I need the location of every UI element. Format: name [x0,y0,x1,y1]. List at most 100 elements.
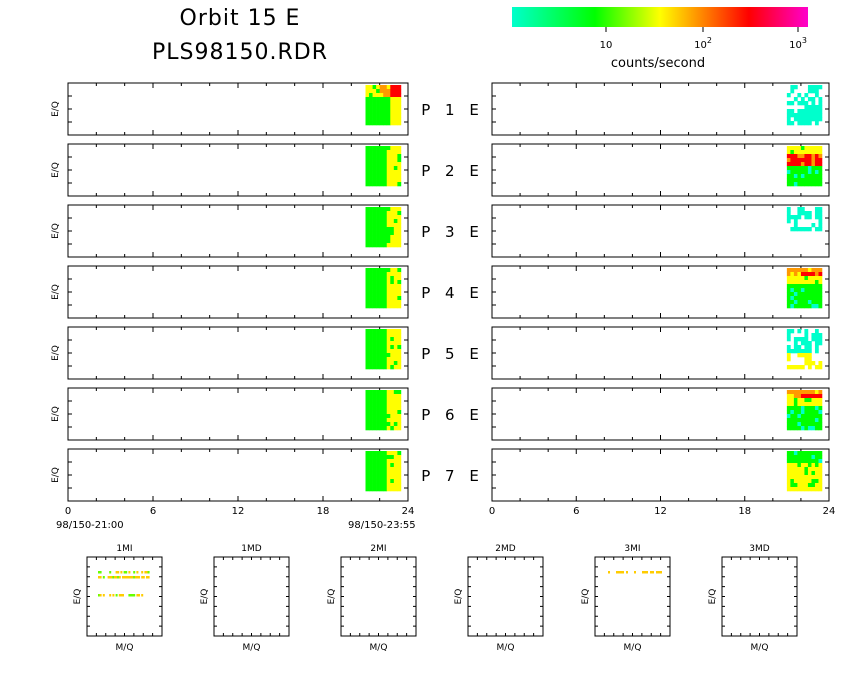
heatmap-cell [383,357,388,362]
heatmap-cell [379,349,384,354]
heatmap-cell [372,304,377,309]
heatmap-cell [397,418,402,423]
time-start-label: 98/150-21:00 [56,520,124,531]
heatmap-cell [814,158,819,163]
heatmap-cell [397,154,402,159]
heatmap-cell [379,97,384,102]
heatmap-cell [804,418,809,423]
heatmap-cell [379,223,384,228]
heatmap-cell [372,341,377,346]
heatmap-cell [793,150,798,155]
heatmap-cell [800,280,805,285]
heatmap-cell [390,97,395,102]
heatmap-cell [807,459,812,464]
heatmap-cell [786,170,791,175]
heatmap-cell [818,398,823,403]
heatmap-cell [811,483,816,488]
heatmap-cell [383,113,388,118]
heatmap-cell [804,304,809,309]
heatmap-cell [800,276,805,281]
heatmap-cell [811,410,816,415]
heatmap-cell [811,296,816,301]
heatmap-cell [807,390,812,395]
heatmap-cell [790,280,795,285]
mass-point [147,571,150,574]
heatmap-cell [365,329,370,334]
mass-point [136,576,139,579]
heatmap-cell [818,487,823,492]
heatmap-cell [804,337,809,342]
heatmap-cell [393,105,398,110]
heatmap-cell [376,243,380,248]
heatmap-cell [397,394,402,399]
heatmap-cell [818,288,823,293]
heatmap-cell [797,93,802,98]
heatmap-cell [797,410,802,415]
heatmap-cell [814,178,819,183]
heatmap-cell [397,455,402,460]
heatmap-cell [379,117,384,122]
heatmap-cell [379,479,384,484]
heatmap-cell [814,182,819,187]
heatmap-cell [811,361,816,366]
row-label: P 2 E [421,162,479,180]
heatmap-cell [793,154,798,159]
heatmap-cell [786,272,791,277]
heatmap-cell [811,117,816,122]
heatmap-cell [369,166,373,171]
heatmap-cell [369,390,373,395]
heatmap-cell [814,272,819,277]
heatmap-cell [372,410,377,415]
heatmap-cell [390,463,395,468]
heatmap-cell [376,276,380,281]
heatmap-cell [797,304,802,309]
heatmap-cell [793,162,798,167]
heatmap-cell [372,101,377,106]
heatmap-cell [369,361,373,366]
heatmap-cell [369,296,373,301]
heatmap-cell [376,410,380,415]
heatmap-cell [365,300,370,305]
heatmap-cell [786,150,791,155]
heatmap-cell [383,414,388,419]
heatmap-cell [393,337,398,342]
heatmap-cell [804,479,809,484]
heatmap-cell [397,414,402,419]
heatmap-cell [397,105,402,110]
heatmap-cell [365,276,370,281]
heatmap-cell [376,223,380,228]
heatmap-cell [807,268,812,273]
heatmap-cell [786,345,791,350]
heatmap-cell [807,341,812,346]
heatmap-cell [365,455,370,460]
left-panel-frame [67,82,409,136]
mass-point [138,594,140,597]
mass-point [660,571,662,574]
heatmap-cell [797,150,802,155]
heatmap-cell [786,451,791,456]
heatmap-cell [397,365,402,370]
mass-point [658,571,660,574]
heatmap-cell [797,280,802,285]
heatmap-cell [804,182,809,187]
heatmap-cell [811,113,816,118]
heatmap-cell [814,402,819,407]
heatmap-cell [372,243,377,248]
heatmap-cell [372,113,377,118]
heatmap-cell [818,341,823,346]
heatmap-cell [365,345,370,350]
heatmap-cell [393,353,398,358]
heatmap-cell [369,117,373,122]
heatmap-cell [807,487,812,492]
heatmap-cell [807,166,812,171]
right-panel-frame [491,326,830,380]
heatmap-cell [811,394,816,399]
heatmap-cell [793,178,798,183]
heatmap-cell [376,455,380,460]
heatmap-cell [390,455,395,460]
heatmap-cell [369,353,373,358]
heatmap-cell [379,353,384,358]
heatmap-cell [814,300,819,305]
heatmap-cell [397,211,402,216]
row-label: P 4 E [421,284,479,302]
